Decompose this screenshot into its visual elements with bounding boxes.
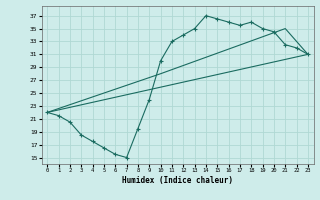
X-axis label: Humidex (Indice chaleur): Humidex (Indice chaleur) [122,176,233,185]
